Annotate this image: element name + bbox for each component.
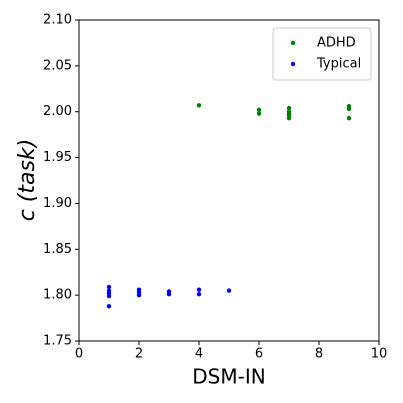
point bbox=[196, 103, 202, 108]
point bbox=[286, 105, 292, 111]
x-tick-label: 4 bbox=[195, 347, 203, 362]
legend-label: ADHD bbox=[317, 36, 356, 51]
legend-marker bbox=[290, 61, 296, 67]
point bbox=[346, 115, 352, 121]
y-tick-label: 1.90 bbox=[43, 196, 72, 211]
x-tick-label: 0 bbox=[75, 347, 83, 362]
point bbox=[226, 288, 232, 293]
point bbox=[106, 303, 112, 309]
legend-marker bbox=[290, 40, 296, 46]
x-axis-label: DSM-IN bbox=[192, 365, 265, 389]
legend-box bbox=[272, 27, 372, 81]
point bbox=[106, 284, 112, 290]
point bbox=[346, 106, 352, 112]
x-tick-label: 2 bbox=[135, 347, 143, 362]
point bbox=[106, 293, 112, 299]
point bbox=[286, 115, 292, 121]
x-tick-label: 10 bbox=[371, 347, 388, 362]
plot-frame bbox=[78, 19, 380, 342]
point bbox=[166, 292, 172, 297]
point bbox=[256, 111, 262, 116]
point bbox=[196, 287, 202, 292]
y-tick-label: 1.80 bbox=[43, 288, 72, 303]
point bbox=[136, 292, 142, 298]
point bbox=[256, 107, 262, 113]
legend-label: Typical bbox=[316, 57, 361, 72]
x-tick-label: 8 bbox=[315, 347, 323, 362]
y-tick-label: 1.85 bbox=[43, 242, 72, 257]
y-axis-label: c (task) bbox=[15, 139, 40, 222]
y-tick-label: 2.05 bbox=[43, 58, 72, 73]
y-tick-label: 1.75 bbox=[43, 334, 72, 349]
point bbox=[196, 292, 202, 297]
y-tick-label: 2.10 bbox=[43, 13, 72, 28]
y-tick-label: 1.95 bbox=[43, 150, 72, 165]
y-tick-label: 2.00 bbox=[43, 104, 72, 119]
x-tick-label: 6 bbox=[255, 347, 263, 362]
